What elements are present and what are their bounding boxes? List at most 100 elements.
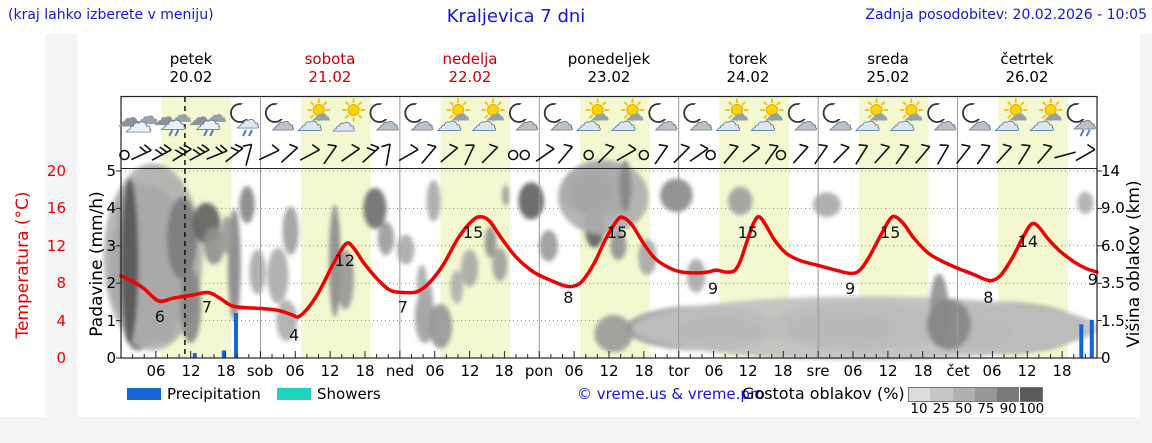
sun-icon [1039,98,1063,122]
moon-mask [1074,103,1091,119]
wind-barb-icon [792,143,809,164]
moon-icon [822,103,847,123]
wind-barb-icon [689,143,709,162]
barb-shaft [689,148,709,162]
barb-shaft [723,146,739,164]
time-label: 12 [460,362,480,380]
temp-tick-label: 4 [56,311,66,330]
calm-wind-icon [119,149,130,161]
sun-ray [902,114,907,119]
wind-barb-icon [955,143,971,165]
barb-tick [699,143,709,150]
sun-ray [357,101,363,106]
sun-disc [312,104,325,116]
barb-shaft [792,146,809,164]
barb-tick [899,143,909,147]
sun-disc [347,104,360,116]
sun-ray [915,101,921,106]
moon-icon [404,103,429,123]
cloudheight-tick-label: 9.0 [1101,199,1125,218]
barb-tick [234,143,244,149]
cloud-blob [450,270,464,304]
cloud-icon: ☁ [332,109,356,137]
cloud-blob [428,303,453,349]
day-name: ponedeljek [567,50,651,68]
precipitation-bar [1089,319,1094,358]
barb-shaft [245,144,253,166]
moon-icon [962,103,986,123]
barb-tick [465,144,475,147]
time-label: pon [524,362,554,380]
calm-wind-icon [519,149,531,161]
temperature-label: 15 [463,223,483,242]
cloud-icon: ☁ [933,108,957,136]
cloud-blob [377,221,394,256]
calm-wind-icon [638,149,650,161]
barb-tick [880,143,890,148]
barb-tick [628,143,637,151]
moon-mask [656,103,673,119]
sun-ray [497,114,502,119]
moon-icon [648,103,673,123]
barb-shaft [421,146,437,164]
temp-tick-label: 16 [46,199,66,218]
cloud-icon: ☁ [375,108,399,136]
barb-shaft [955,145,971,165]
drizzle-drop [1085,129,1091,137]
cloud-icon: ☁ [576,108,602,138]
precip-tick-label: 2 [106,274,116,293]
day-header-nedelja: nedelja 22.02 [400,50,540,86]
sun-ray [588,114,594,119]
cloud-icon: ☁ [135,102,159,130]
barb-shaft [299,149,320,161]
barb-shaft [440,147,459,163]
cloud-icon: ☁ [515,108,539,136]
colorbar-segment [1019,387,1043,402]
cloud-blob [632,296,1097,360]
precipitation-legend-label: Precipitation [167,385,261,403]
moon-mask [795,103,812,119]
calm-wind-icon [775,149,787,161]
copyright-link[interactable]: © vreme.us & vreme.pro [577,385,765,403]
cloud-icon: ☁ [903,102,923,126]
cloud-icon: ☁ [188,103,212,131]
time-label: 18 [773,362,793,380]
sun-ray [309,101,315,106]
barb-tick [981,143,991,147]
sun-icon [307,98,331,122]
moon-mask [516,103,533,119]
temperature-label: 4 [289,326,299,345]
drizzle-drop [1079,129,1085,137]
sun-ray [601,101,607,106]
time-label: 12 [738,362,758,380]
weather-icon-moon-cloud: ☁ [369,103,400,136]
wind-barb-icon [258,144,280,161]
barb-shaft [915,146,931,164]
barb-tick [196,146,206,153]
time-label: 12 [878,362,898,380]
sun-ray [484,114,489,119]
temperature-label: 7 [202,298,212,317]
showers-legend-label: Showers [317,385,381,403]
cloudheight-tick-label: 3.5 [1101,274,1125,293]
cloud-icon: ☁ [170,103,192,128]
day-date: 20.02 [169,68,213,86]
cloud-blob [638,239,657,275]
colorbar-label: 75 [977,401,995,417]
barb-shaft [874,146,890,164]
barb-tick [449,143,458,149]
barb-shaft [557,146,574,164]
sun-ray [1020,114,1025,119]
sun-ray [1007,114,1012,119]
sun-ray [741,114,746,119]
cloud-blob [484,226,497,258]
wind-barb-icon [280,143,299,163]
cloud-icon: ☁ [195,107,221,137]
sun-ray [323,114,328,119]
weather-icon-moon-cloud: ☁ [962,103,992,136]
temperature-label: 8 [983,288,993,307]
time-label: 06 [146,362,166,380]
time-label: 06 [704,362,724,380]
temperature-label: 15 [738,223,758,242]
barb-shaft [855,145,869,165]
